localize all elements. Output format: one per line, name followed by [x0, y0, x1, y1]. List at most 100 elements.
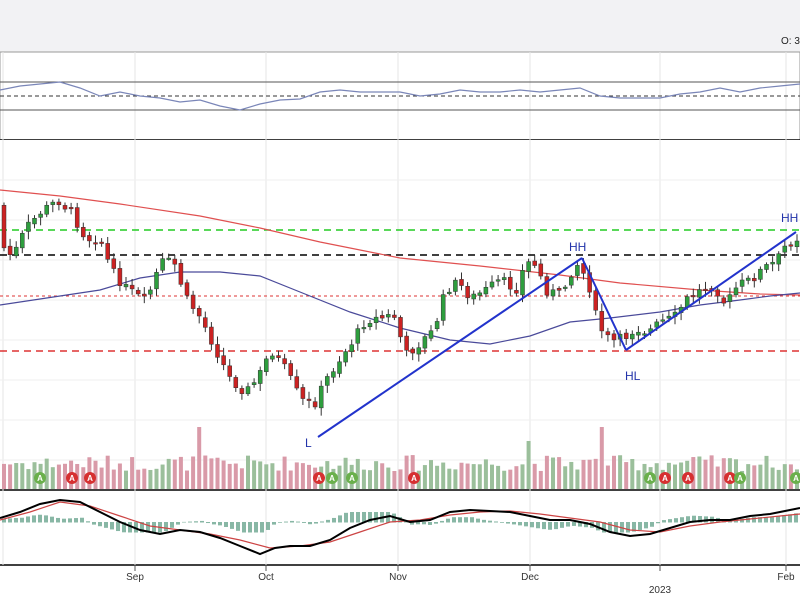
- candle-body-68: [416, 347, 422, 355]
- badge-label-8: A: [662, 474, 668, 483]
- moving-average-blue: [0, 271, 800, 345]
- badge-12: [790, 472, 800, 484]
- volume-bar-63: [386, 467, 391, 489]
- macd-hist-bar-34: [206, 522, 210, 524]
- candle-body-32: [196, 308, 202, 317]
- badge-label-4: A: [329, 474, 335, 483]
- candle-body-93: [569, 276, 574, 286]
- macd-hist-bar-85: [512, 522, 516, 525]
- volume-bar-126: [770, 467, 775, 489]
- ohlc-readout: O: 3: [781, 36, 800, 47]
- volume-bar-45: [276, 470, 281, 489]
- macd-hist-bar-15: [92, 522, 96, 525]
- candle-body-24: [148, 289, 153, 295]
- macd-hist-bar-101: [608, 522, 612, 533]
- candle-body-47: [288, 363, 293, 376]
- volume-bar-80: [490, 464, 494, 489]
- macd-hist-bar-81: [488, 520, 492, 523]
- volume-bar-34: [209, 458, 214, 489]
- macd-hist-bar-16: [98, 522, 102, 527]
- volume-bar-15: [93, 460, 98, 489]
- volume-bar-123: [752, 465, 757, 489]
- macd-hist-bar-96: [578, 522, 582, 527]
- volume-bar-113: [691, 457, 696, 489]
- volume-bar-128: [782, 464, 787, 489]
- candle-body-65: [398, 317, 403, 338]
- volume-bar-32: [197, 427, 202, 489]
- macd-hist-bar-53: [320, 521, 324, 523]
- macd-hist-bar-123: [740, 518, 744, 523]
- volume-bar-39: [239, 468, 244, 489]
- macd-hist-bar-19: [116, 522, 120, 532]
- macd-hist-bar-74: [446, 518, 450, 523]
- candle-body-109: [666, 315, 672, 319]
- macd-hist-bar-60: [362, 512, 366, 523]
- candle-body-5: [32, 218, 37, 225]
- candle-body-70: [428, 330, 434, 339]
- candle-body-16: [99, 241, 104, 244]
- badge-label-7: A: [647, 474, 653, 483]
- candle-body-100: [611, 333, 617, 341]
- badge-label-9: A: [685, 474, 691, 483]
- macd-hist-bar-127: [764, 517, 768, 523]
- macd-hist-bar-1: [8, 518, 12, 523]
- candle-body-76: [465, 285, 470, 299]
- volume-bar-21: [130, 457, 135, 489]
- candle-body-103: [630, 333, 635, 340]
- badge-label-2: A: [87, 474, 93, 483]
- volume-bar-22: [136, 469, 141, 489]
- volume-bar-72: [441, 462, 446, 489]
- macd-hist-bar-77: [464, 517, 468, 523]
- macd-hist-bar-6: [38, 514, 42, 523]
- macd-hist-bar-11: [68, 518, 72, 523]
- volume-bar-97: [593, 458, 598, 489]
- macd-hist-bar-10: [62, 518, 66, 523]
- macd-hist-bar-102: [614, 522, 618, 533]
- annotation-higher-low: HL: [625, 369, 641, 383]
- macd-hist-bar-108: [650, 522, 654, 527]
- macd-hist-bar-40: [242, 522, 246, 533]
- candle-body-44: [270, 355, 275, 360]
- candle-body-81: [495, 279, 501, 282]
- volume-bar-104: [636, 470, 641, 489]
- volume-bar-3: [20, 463, 25, 489]
- candle-body-55: [337, 361, 342, 374]
- candle-body-60: [367, 323, 373, 328]
- badge-3: [313, 472, 325, 484]
- volume-bar-122: [746, 464, 751, 489]
- macd-hist-bar-88: [530, 522, 534, 528]
- macd-hist-bar-115: [692, 515, 696, 523]
- badge-6: [408, 472, 420, 484]
- candle-body-48: [294, 376, 300, 389]
- macd-hist-bar-112: [674, 518, 678, 523]
- macd-hist-bar-113: [680, 517, 684, 523]
- macd-hist-bar-58: [350, 512, 354, 523]
- volume-bar-31: [191, 456, 196, 489]
- macd-hist-bar-23: [140, 522, 144, 533]
- candlesticks: [1, 198, 800, 416]
- badge-1: [66, 472, 78, 484]
- candle-body-73: [447, 291, 452, 294]
- volume-bar-124: [758, 464, 763, 489]
- volume-bar-81: [496, 465, 501, 489]
- macd-hist-bar-8: [50, 516, 54, 523]
- candle-body-51: [312, 401, 318, 408]
- candle-body-99: [605, 331, 611, 336]
- trendline-0: [317, 257, 583, 438]
- macd-hist-bar-126: [758, 517, 762, 523]
- macd-hist-bar-73: [440, 520, 444, 523]
- macd-hist-bar-43: [260, 522, 264, 533]
- candle-body-122: [745, 277, 751, 281]
- candle-body-13: [81, 227, 86, 238]
- volume-bar-40: [246, 455, 250, 489]
- volume-bar-102: [624, 462, 629, 489]
- volume-bar-83: [508, 469, 513, 489]
- volume-bar-41: [252, 460, 257, 489]
- volume-bar-4: [26, 469, 31, 489]
- candle-body-31: [190, 294, 196, 309]
- volume-bar-117: [715, 466, 720, 489]
- volume-bar-127: [776, 469, 781, 489]
